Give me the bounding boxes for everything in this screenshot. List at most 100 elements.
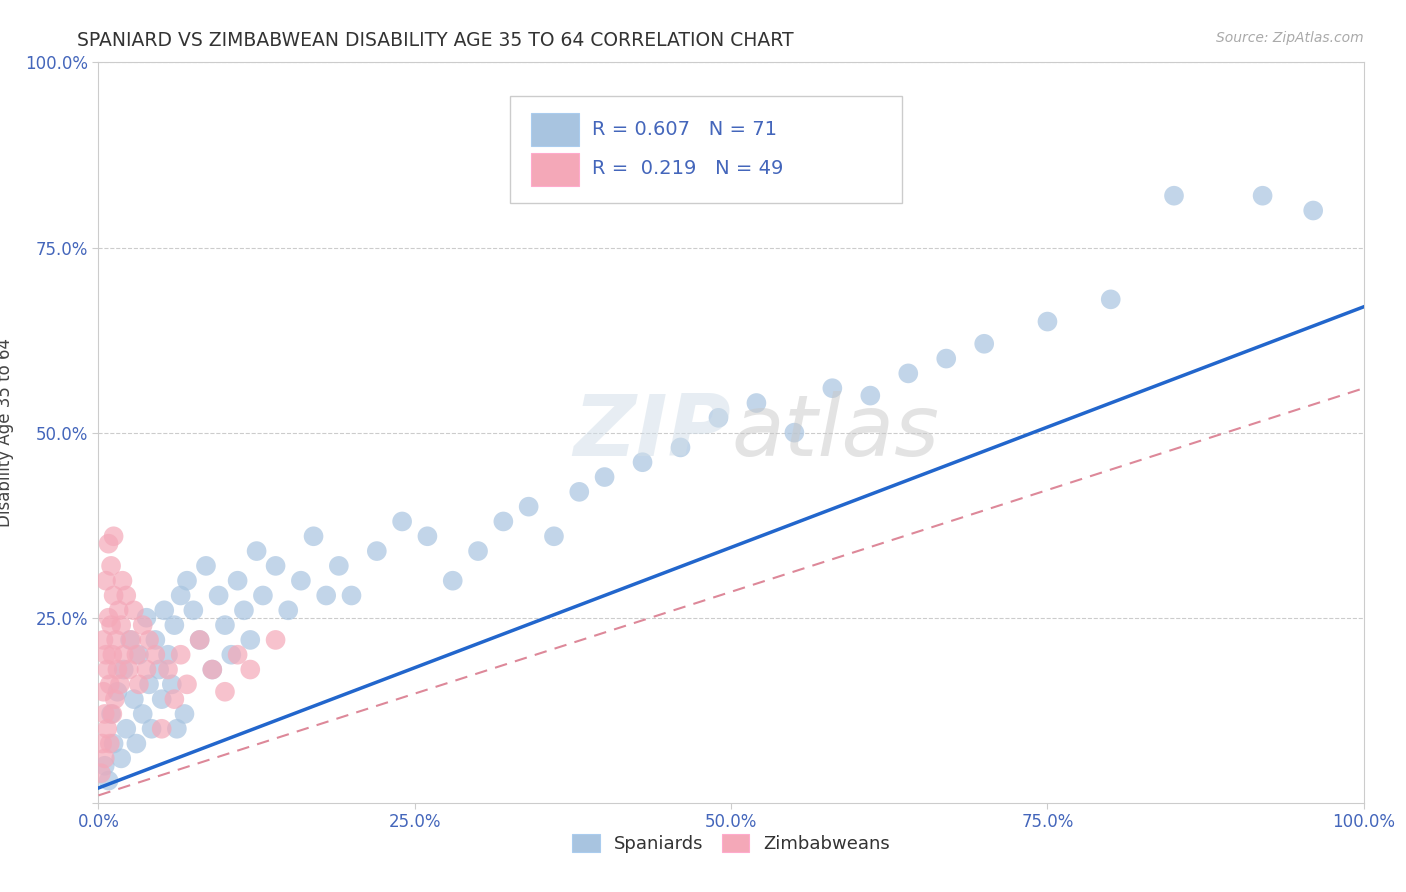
Point — [226, 648, 249, 662]
Point — [290, 574, 312, 588]
Point — [120, 632, 141, 647]
Point — [93, 758, 117, 772]
Point — [194, 558, 218, 573]
Point — [707, 410, 730, 425]
Point — [138, 632, 160, 647]
Point — [277, 603, 299, 617]
Point — [153, 603, 176, 617]
Point — [148, 663, 170, 677]
Point — [103, 737, 125, 751]
Point — [115, 589, 138, 603]
Text: R = 0.607   N = 71: R = 0.607 N = 71 — [592, 120, 778, 138]
Point — [111, 574, 134, 588]
Point — [169, 589, 191, 603]
Legend: Spaniards, Zimbabweans: Spaniards, Zimbabweans — [565, 827, 897, 861]
Y-axis label: Disability Age 35 to 64: Disability Age 35 to 64 — [0, 338, 14, 527]
Point — [226, 574, 249, 588]
Point — [1099, 293, 1122, 307]
Point — [107, 685, 129, 699]
Point — [935, 351, 957, 366]
Point — [145, 648, 166, 662]
Point — [183, 603, 205, 617]
Point — [115, 722, 138, 736]
Point — [107, 663, 129, 677]
Point — [105, 632, 128, 647]
Point — [176, 677, 198, 691]
Point — [340, 589, 363, 603]
Point — [128, 648, 150, 662]
Point — [160, 677, 183, 691]
Point — [246, 544, 269, 558]
Point — [93, 706, 117, 721]
Point — [543, 529, 565, 543]
Point — [1036, 314, 1059, 328]
FancyBboxPatch shape — [531, 153, 579, 186]
Point — [97, 610, 120, 624]
Text: Source: ZipAtlas.com: Source: ZipAtlas.com — [1216, 31, 1364, 45]
Point — [208, 589, 231, 603]
Point — [120, 632, 142, 647]
Point — [132, 618, 155, 632]
FancyBboxPatch shape — [510, 95, 903, 203]
Point — [135, 610, 157, 624]
Point — [166, 722, 188, 736]
FancyBboxPatch shape — [531, 112, 579, 146]
Point — [163, 692, 186, 706]
Point — [745, 396, 768, 410]
Point — [201, 663, 224, 677]
Point — [219, 648, 243, 662]
Point — [98, 737, 121, 751]
Point — [492, 515, 515, 529]
Point — [783, 425, 806, 440]
Point — [91, 737, 114, 751]
Point — [96, 663, 118, 677]
Point — [128, 677, 150, 691]
Point — [96, 722, 118, 736]
Point — [135, 663, 157, 677]
Point — [1302, 203, 1324, 218]
Point — [859, 388, 882, 402]
Point — [108, 677, 131, 691]
Point — [100, 558, 122, 573]
Point — [97, 536, 120, 550]
Point — [239, 632, 262, 647]
Text: R =  0.219   N = 49: R = 0.219 N = 49 — [592, 159, 783, 178]
Text: atlas: atlas — [731, 391, 939, 475]
Point — [145, 632, 166, 647]
Point — [112, 663, 135, 677]
Point — [112, 648, 135, 662]
Point — [821, 381, 844, 395]
Point — [239, 663, 262, 677]
Point — [150, 692, 173, 706]
Point — [973, 336, 995, 351]
Text: ZIP: ZIP — [574, 391, 731, 475]
Point — [441, 574, 464, 588]
Point — [188, 632, 211, 647]
Point — [101, 648, 124, 662]
Point — [163, 618, 186, 632]
Point — [669, 441, 692, 455]
Point — [302, 529, 325, 543]
Point — [157, 648, 180, 662]
Point — [141, 722, 163, 736]
Point — [110, 751, 132, 765]
Text: SPANIARD VS ZIMBABWEAN DISABILITY AGE 35 TO 64 CORRELATION CHART: SPANIARD VS ZIMBABWEAN DISABILITY AGE 35… — [77, 31, 794, 50]
Point — [366, 544, 388, 558]
Point — [125, 737, 148, 751]
Point — [132, 706, 155, 721]
Point — [107, 603, 129, 617]
Point — [122, 692, 145, 706]
Point — [98, 677, 121, 691]
Point — [90, 766, 112, 780]
Point — [264, 558, 287, 573]
Point — [328, 558, 350, 573]
Point — [214, 685, 236, 699]
Point — [94, 648, 117, 662]
Point — [315, 589, 337, 603]
Point — [517, 500, 540, 514]
Point — [150, 722, 173, 736]
Point — [593, 470, 616, 484]
Point — [110, 618, 132, 632]
Point — [264, 632, 287, 647]
Point — [157, 663, 180, 677]
